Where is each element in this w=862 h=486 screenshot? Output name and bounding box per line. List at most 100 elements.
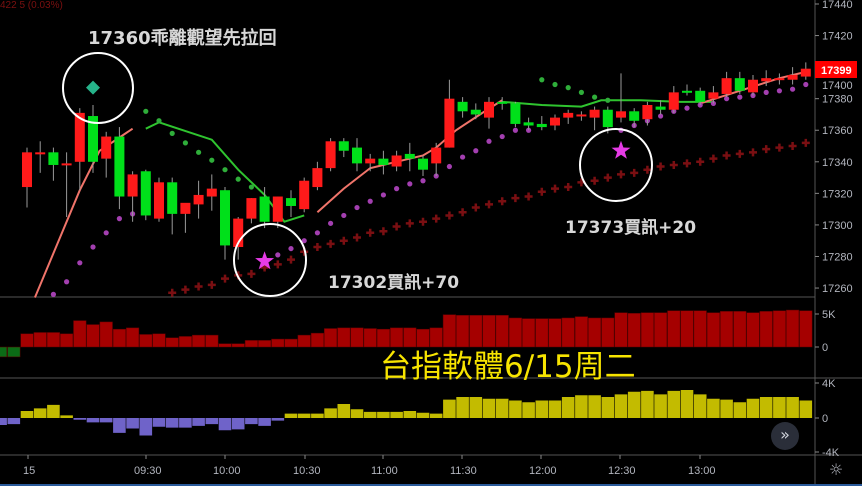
- sar-dot-below: [803, 81, 809, 88]
- oscillator-bar: [443, 399, 456, 418]
- oscillator-bar: [113, 418, 126, 433]
- sar-dot-below: [103, 230, 109, 236]
- candle-up: [325, 141, 336, 169]
- candle-up: [206, 188, 217, 197]
- volume-bar: [0, 346, 8, 358]
- sar-dot-below: [473, 148, 479, 154]
- volume-bar: [548, 318, 562, 348]
- oscillator-bar: [482, 398, 496, 418]
- trend-line-segment: [316, 99, 503, 214]
- time-tick-label: 11:00: [371, 465, 398, 477]
- volume-bar: [376, 328, 390, 348]
- oscillator-bar: [73, 418, 87, 420]
- oscillator-bar: [535, 400, 549, 418]
- sar-dot-below: [328, 220, 334, 226]
- candle-up: [180, 202, 191, 214]
- price-axis[interactable]: 17440 17420 17400 17380 17360 17340 17320 17300…: [815, 0, 853, 459]
- oscillator-panel: [0, 390, 813, 436]
- candle-up: [642, 104, 653, 120]
- volume-bar: [482, 315, 496, 348]
- oscillator-bar: [429, 413, 443, 418]
- cross-mark: [709, 154, 718, 163]
- volume-bar: [271, 338, 285, 348]
- candle-down: [523, 122, 534, 126]
- candle-up: [299, 180, 310, 210]
- candle-down: [404, 153, 415, 159]
- cross-mark: [194, 282, 203, 291]
- oscillator-bar: [522, 402, 535, 418]
- cross-mark: [683, 159, 691, 168]
- candle-up: [550, 117, 560, 126]
- gear-icon: ☼: [828, 460, 844, 479]
- scroll-to-realtime-button[interactable]: »: [771, 422, 799, 450]
- cross-mark: [445, 211, 454, 220]
- oscillator-bar: [165, 418, 179, 428]
- oscillator-bar: [456, 397, 469, 418]
- cross-mark: [273, 260, 282, 269]
- volume-bar: [654, 312, 668, 348]
- oscillator-bar: [231, 418, 245, 430]
- candle-up: [22, 152, 32, 188]
- volume-bar: [324, 328, 338, 348]
- candle-down: [259, 196, 270, 222]
- time-tick-label: 13:00: [688, 465, 716, 477]
- candle-down: [536, 123, 547, 128]
- sar-dot-below: [737, 94, 743, 100]
- candle-up: [365, 158, 376, 164]
- oscillator-bar: [548, 400, 562, 418]
- time-tick-label: 10:00: [213, 465, 241, 477]
- candle-up: [800, 68, 811, 77]
- candle-down: [338, 141, 349, 151]
- oscillator-bar: [469, 397, 483, 418]
- cross-mark: [590, 176, 599, 185]
- oscillator-bar: [759, 397, 773, 418]
- candle-up: [101, 136, 112, 159]
- chart-title-overlay: 台指軟體6/15周二: [380, 349, 636, 385]
- sar-dots: [50, 77, 809, 297]
- sar-dot-above: [235, 176, 241, 182]
- candle-up: [748, 79, 758, 93]
- oscillator-bar: [33, 408, 47, 418]
- time-axis[interactable]: 15 09:30 10:00 10:30 11:00 11:30 12:00 12:30 13:…: [23, 455, 716, 477]
- candle-up: [127, 174, 138, 197]
- oscillator-bar: [20, 411, 34, 418]
- price-tick-label: 17440: [822, 0, 853, 11]
- cross-mark: [537, 187, 546, 196]
- oscillator-bar: [416, 412, 430, 418]
- candle-up: [272, 196, 283, 222]
- volume-bar: [429, 327, 443, 348]
- oscillator-bar: [7, 418, 21, 425]
- price-tick-label: 17260: [822, 283, 853, 295]
- last-price-value: 17399: [821, 65, 852, 77]
- candle-down: [510, 103, 521, 124]
- candle-up: [193, 194, 204, 205]
- cross-mark: [313, 243, 322, 252]
- star-marker-icon: [255, 251, 275, 270]
- oscillator-bar: [205, 418, 219, 425]
- volume-bar: [733, 311, 747, 348]
- volume-bar: [86, 324, 100, 348]
- cross-mark: [432, 214, 441, 223]
- oscillator-bar: [390, 411, 403, 418]
- oscillator-bar: [297, 413, 311, 418]
- cross-mark: [498, 197, 507, 206]
- oscillator-bar: [350, 409, 364, 418]
- sar-dot-above: [248, 184, 254, 190]
- volume-bar: [456, 315, 470, 348]
- settings-button[interactable]: ☼: [826, 460, 846, 480]
- volume-bar: [588, 317, 602, 348]
- price-tick-label: 17280: [822, 251, 853, 263]
- annotation-buy-signal-1: 17302買訊+70: [328, 272, 459, 293]
- sar-dot-below: [50, 291, 57, 297]
- sar-dot-below: [301, 238, 307, 244]
- sar-dot-below: [763, 89, 769, 95]
- cross-mark: [669, 160, 678, 169]
- volume-bar: [284, 338, 298, 348]
- cross-mark: [656, 162, 665, 171]
- volume-bar: [759, 311, 773, 348]
- last-price-label: 17399: [815, 61, 857, 78]
- cross-mark: [353, 233, 361, 242]
- volume-bar: [73, 320, 87, 348]
